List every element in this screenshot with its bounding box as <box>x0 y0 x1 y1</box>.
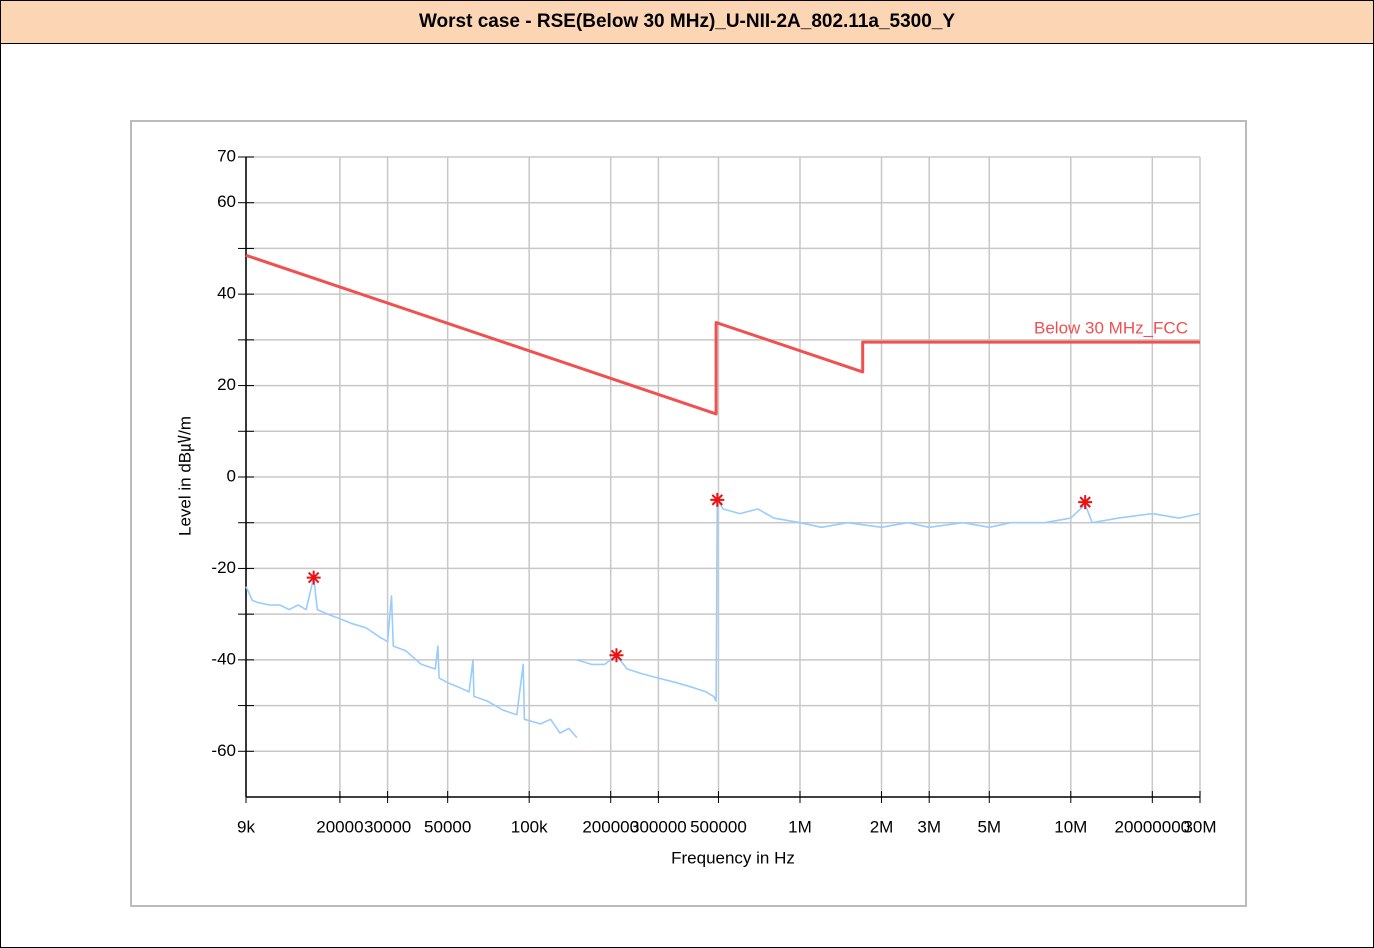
x-axis-label: Frequency in Hz <box>671 848 795 867</box>
y-tick-label: 0 <box>227 466 236 485</box>
chart-frame <box>130 120 1247 907</box>
y-tick-label: 60 <box>217 192 236 211</box>
x-tick-label: 30000 <box>364 817 411 836</box>
y-tick-label: 40 <box>217 284 236 303</box>
peak-marker <box>306 570 321 585</box>
y-tick-label: 20 <box>217 375 236 394</box>
peak-marker <box>1078 495 1093 510</box>
line-label: Below 30 MHz_FCC <box>1034 319 1188 338</box>
x-tick-label: 200000 <box>582 817 639 836</box>
x-tick-label: 100k <box>511 817 548 836</box>
y-tick-label: 70 <box>217 146 236 165</box>
trace-line <box>245 499 1201 739</box>
peak-marker <box>609 648 624 663</box>
x-tick-label: 3M <box>917 817 941 836</box>
x-tick-label: 300000 <box>630 817 687 836</box>
y-tick-label: -40 <box>211 649 236 668</box>
header-title: Worst case - RSE(Below 30 MHz)_U-NII-2A_… <box>1 1 1373 44</box>
y-tick-label: -20 <box>211 558 236 577</box>
x-tick-label: 5M <box>977 817 1001 836</box>
x-tick-label: 2M <box>870 817 894 836</box>
limit-line <box>245 253 1200 416</box>
y-tick-label: -60 <box>211 741 236 760</box>
y-axis-label: Level in dB㎶/m <box>175 416 195 536</box>
x-tick-label: 20000 <box>316 817 363 836</box>
x-tick-label: 30M <box>1183 817 1216 836</box>
x-tick-label: 9k <box>237 817 255 836</box>
x-tick-label: 1M <box>788 817 812 836</box>
x-tick-label: 50000 <box>424 817 471 836</box>
x-tick-label: 20000000 <box>1114 817 1190 836</box>
x-tick-label: 500000 <box>690 817 747 836</box>
peak-marker <box>710 492 725 507</box>
x-tick-label: 10M <box>1054 817 1087 836</box>
